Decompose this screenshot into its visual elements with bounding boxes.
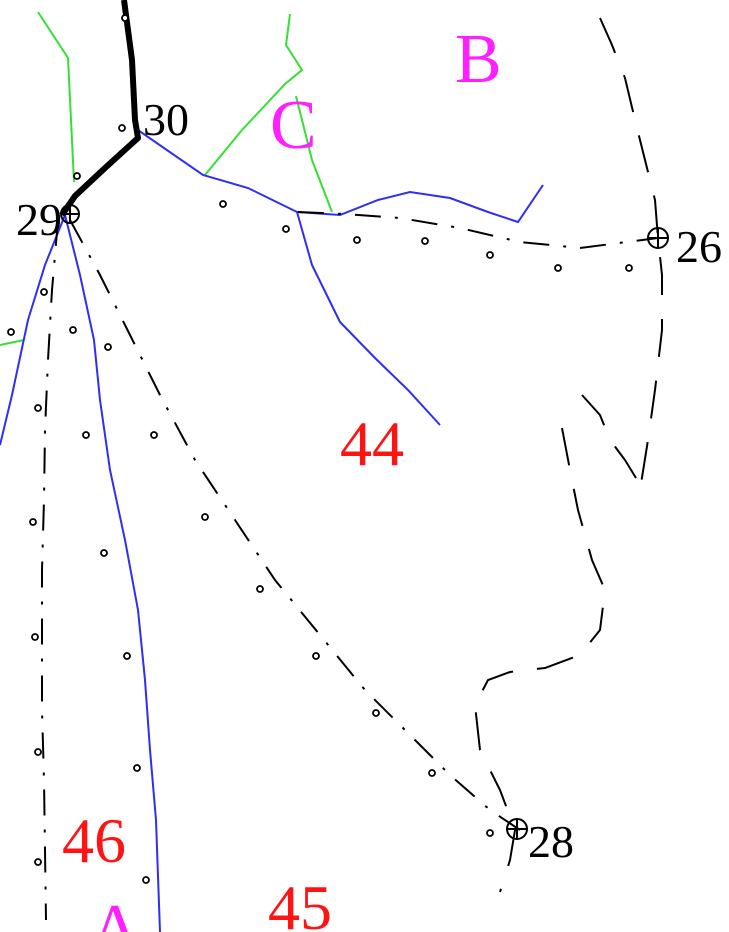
survey-marker [100, 549, 108, 557]
survey-marker [121, 14, 129, 22]
point-label-30: 30 [143, 94, 189, 145]
survey-marker [312, 652, 320, 660]
survey-marker [201, 513, 209, 521]
dashed-line-east-loop [599, 17, 663, 491]
survey-marker [118, 124, 126, 132]
blue-line-west [0, 214, 66, 446]
survey-marker [372, 709, 380, 717]
survey-marker [150, 431, 158, 439]
blue-line-south [296, 211, 441, 426]
parcel-label-46: 46 [62, 805, 126, 876]
green-boundary-lines [0, 11, 333, 346]
green-line-left-top [37, 11, 75, 183]
survey-marker [123, 652, 131, 660]
point-label-28: 28 [528, 816, 574, 867]
dashdot-line-left [41, 219, 59, 921]
survey-marker [428, 769, 436, 777]
survey-marker [69, 326, 77, 334]
point-label-29: 29 [16, 194, 62, 245]
survey-marker [104, 343, 112, 351]
survey-marker [34, 748, 42, 756]
dashdot-line-to-28 [69, 219, 521, 831]
parcel-label-45: 45 [268, 872, 332, 932]
control-point-28 [506, 818, 528, 840]
control-point-29 [60, 204, 80, 224]
survey-marker [219, 200, 227, 208]
survey-marker [82, 431, 90, 439]
survey-marker [282, 225, 290, 233]
green-line-left-mid [0, 339, 25, 346]
survey-marker [40, 288, 48, 296]
survey-marker [133, 764, 141, 772]
green-line-c-right [295, 95, 333, 213]
survey-marker [421, 237, 429, 245]
survey-marker [625, 264, 633, 272]
survey-marker [29, 518, 37, 526]
point-label-26: 26 [676, 221, 722, 272]
zone-letter-a: A [90, 891, 141, 932]
zone-letter-c: C [270, 87, 317, 164]
dashed-boundaries [473, 17, 663, 893]
control-point-26 [647, 227, 669, 249]
dashed-line-inner-loop [581, 394, 637, 479]
survey-marker [353, 236, 361, 244]
survey-marker [34, 404, 42, 412]
green-line-c [204, 13, 304, 176]
thick-black-road [59, 0, 141, 217]
blue-line-southwest [64, 214, 161, 932]
survey-marker [256, 585, 264, 593]
survey-markers [7, 14, 633, 884]
blue-line-east [296, 184, 544, 224]
survey-marker [486, 829, 494, 837]
zone-letter-b: B [455, 21, 502, 98]
survey-marker [7, 328, 15, 336]
survey-marker [73, 172, 81, 180]
survey-marker [554, 264, 562, 272]
survey-marker [142, 876, 150, 884]
dashdot-line-to-26 [297, 211, 659, 250]
dash-dot-boundaries [41, 211, 659, 921]
parcel-label-44: 44 [340, 408, 404, 479]
survey-marker [486, 251, 494, 259]
survey-marker [34, 858, 42, 866]
survey-marker [31, 633, 39, 641]
blue-line-30-to-junction [134, 127, 298, 213]
